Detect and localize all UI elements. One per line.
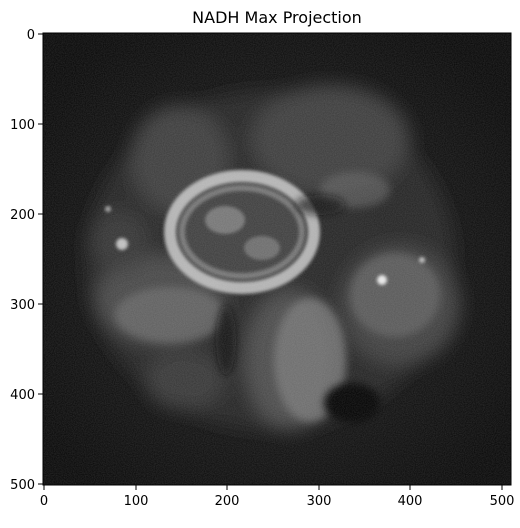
y-tick-label: 300 [10, 298, 35, 313]
x-tick-label: 500 [490, 494, 515, 509]
x-tick-label: 200 [215, 494, 240, 509]
axes-frame [42, 32, 512, 486]
y-axis: 0 100 200 300 400 500 [10, 28, 43, 493]
x-tick-label: 0 [40, 494, 48, 509]
plot-title: NADH Max Projection [192, 8, 362, 27]
x-axis: 0 100 200 300 400 500 [40, 485, 515, 509]
y-tick-label: 400 [10, 388, 35, 403]
y-tick-label: 200 [10, 208, 35, 223]
x-tick-label: 300 [307, 494, 332, 509]
y-tick-label: 0 [27, 28, 35, 43]
x-tick-label: 400 [398, 494, 423, 509]
y-tick-label: 500 [10, 478, 35, 493]
microscopy-image [43, 33, 511, 485]
x-tick-label: 100 [124, 494, 149, 509]
y-tick-label: 100 [10, 118, 35, 133]
